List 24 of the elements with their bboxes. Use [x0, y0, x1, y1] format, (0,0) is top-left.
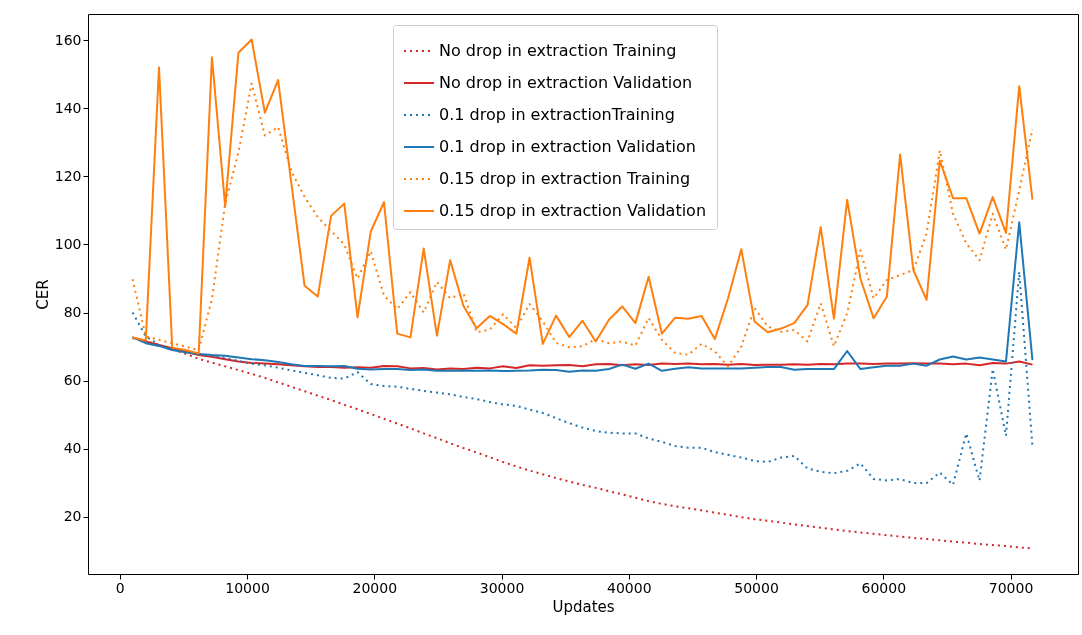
y-tick-label: 80: [63, 304, 82, 321]
y-tick-label: 20: [63, 508, 82, 525]
x-tick-label: 10000: [225, 579, 270, 596]
x-tick-label: 40000: [607, 579, 652, 596]
legend-label: No drop in extraction Validation: [439, 73, 693, 92]
legend-label: 0.1 drop in extractionTraining: [439, 105, 675, 124]
legend-label: No drop in extraction Training: [439, 41, 677, 60]
legend-label: 0.15 drop in extraction Training: [439, 169, 691, 188]
y-axis-title: CER: [33, 279, 52, 310]
y-tick-label: 40: [63, 440, 82, 457]
y-tick-label: 160: [54, 31, 82, 48]
x-tick-label: 30000: [479, 579, 525, 596]
legend-label: 0.1 drop in extraction Validation: [439, 137, 696, 156]
y-tick-label: 60: [63, 372, 82, 389]
y-tick-label: 100: [54, 235, 82, 252]
y-tick-label: 140: [54, 99, 82, 116]
x-tick-label: 60000: [861, 579, 907, 596]
x-tick-label: 70000: [988, 579, 1034, 596]
x-tick-label: 20000: [352, 579, 398, 596]
y-tick-label: 120: [54, 167, 82, 184]
x-tick-label: 0: [115, 579, 125, 596]
x-axis-title: Updates: [552, 597, 615, 616]
x-tick-label: 50000: [734, 579, 779, 596]
legend-label: 0.15 drop in extraction Validation: [439, 201, 707, 220]
